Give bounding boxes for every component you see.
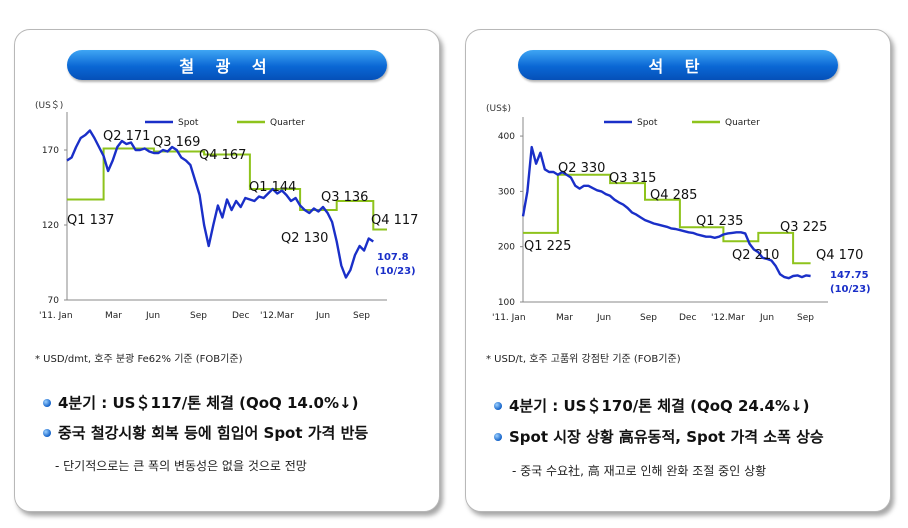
- iron-ore-bullet-1: 4분기 : US＄117/톤 체결 (QoQ 14.0%↓): [43, 392, 358, 413]
- quarter-price-line: [67, 147, 387, 231]
- x-tick-label: Jun: [145, 311, 160, 321]
- y-tick-label: 100: [498, 298, 515, 308]
- quarter-annotation: Q2 330: [558, 161, 605, 176]
- x-tick-label: '11. Jan: [39, 311, 73, 321]
- last-date-label: (10/23): [830, 284, 871, 295]
- coal-bullet-2: Spot 시장 상황 高유동적, Spot 가격 소폭 상승: [494, 426, 824, 447]
- quarter-annotation: Q3 315: [609, 171, 656, 186]
- spot-price-line: [521, 145, 811, 280]
- quarter-price-line: [523, 173, 811, 265]
- last-date-label: (10/23): [375, 266, 416, 277]
- x-tick-label: Mar: [105, 311, 122, 321]
- last-value-label: 147.75: [830, 270, 869, 281]
- coal-panel: 석 탄 (US$) 100 200 300 400 '11. Jan Mar Jun Sep De…: [465, 29, 891, 512]
- iron-ore-panel: 철 광 석 (US＄) 70 120 170 '11. Jan Mar Jun Sep Dec '…: [14, 29, 440, 512]
- bullet-dot-icon: [494, 401, 502, 410]
- bullet-dot-icon: [43, 398, 51, 407]
- x-tick-label: Sep: [190, 311, 207, 321]
- legend-quarter-label: Quarter: [270, 118, 305, 128]
- iron-ore-bullet-2-text: 중국 철강시황 회복 등에 힘입어 Spot 가격 반등: [58, 424, 369, 442]
- y-unit-label: (US$): [486, 104, 511, 114]
- quarter-annotation: Q4 117: [371, 213, 418, 228]
- x-tick-label: '11. Jan: [492, 313, 526, 323]
- x-tick-label: Sep: [640, 313, 657, 323]
- coal-bullet-1: 4분기 : US＄170/톤 체결 (QoQ 24.4%↓): [494, 395, 809, 416]
- iron-ore-subnote: - 단기적으로는 큰 폭의 변동성은 없을 것으로 전망: [55, 459, 307, 473]
- coal-note: * USD/t, 호주 고품위 강점탄 기준 (FOB기준): [486, 354, 681, 365]
- quarter-annotation: Q1 225: [524, 239, 571, 254]
- iron-ore-bullet-2: 중국 철강시황 회복 등에 힘입어 Spot 가격 반등: [43, 422, 368, 443]
- y-tick-label: 400: [498, 132, 515, 142]
- x-tick-label: Sep: [353, 311, 370, 321]
- bullet-dot-icon: [494, 432, 502, 441]
- x-tick-label: '12.Mar: [711, 313, 745, 323]
- quarter-annotation: Q1 235: [696, 214, 743, 229]
- x-tick-label: Sep: [797, 313, 814, 323]
- y-unit-label: (US＄): [35, 100, 63, 111]
- x-tick-label: Mar: [556, 313, 573, 323]
- coal-bullet-2-text: Spot 시장 상황 高유동적, Spot 가격 소폭 상승: [509, 428, 824, 446]
- coal-bullet-1-text: 4분기 : US＄170/톤 체결 (QoQ 24.4%↓): [509, 397, 810, 415]
- quarter-annotation: Q4 170: [816, 248, 863, 263]
- quarter-annotation: Q4 285: [650, 188, 697, 203]
- quarter-annotation: Q2 130: [281, 231, 328, 246]
- coal-title: 석 탄: [518, 50, 838, 80]
- coal-subnote: - 중국 수요社, 高 재고로 인해 완화 조절 중인 상황: [512, 464, 767, 478]
- y-tick-label: 300: [498, 187, 515, 197]
- x-tick-label: Jun: [315, 311, 330, 321]
- y-tick-label: 70: [48, 296, 60, 306]
- quarter-annotation: Q4 167: [199, 148, 246, 163]
- spot-price-line: [66, 129, 374, 279]
- x-tick-label: '12.Mar: [260, 311, 294, 321]
- x-tick-label: Jun: [759, 313, 774, 323]
- quarter-annotation: Q1 144: [249, 180, 296, 195]
- quarter-annotation: Q2 210: [732, 248, 779, 263]
- x-tick-label: Dec: [679, 313, 696, 323]
- x-tick-label: Dec: [232, 311, 249, 321]
- quarter-annotation: Q2 171: [103, 129, 150, 144]
- legend-spot-label: Spot: [178, 118, 199, 128]
- legend-quarter-label: Quarter: [725, 118, 760, 128]
- iron-ore-note: * USD/dmt, 호주 분광 Fe62% 기준 (FOB기준): [35, 354, 243, 365]
- y-tick-label: 170: [42, 146, 59, 156]
- quarter-annotation: Q3 136: [321, 190, 368, 205]
- bullet-dot-icon: [43, 428, 51, 437]
- iron-ore-chart: (US＄) 70 120 170 '11. Jan Mar Jun Sep Dec '12.Mar…: [35, 100, 418, 321]
- x-tick-label: Jun: [596, 313, 611, 323]
- quarter-annotation: Q3 169: [153, 135, 200, 150]
- iron-ore-bullet-1-text: 4분기 : US＄117/톤 체결 (QoQ 14.0%↓): [58, 394, 359, 412]
- y-tick-label: 200: [498, 243, 515, 253]
- coal-chart: (US$) 100 200 300 400 '11. Jan Mar Jun Sep Dec '12…: [486, 104, 871, 323]
- last-value-label: 107.8: [377, 252, 409, 263]
- quarter-annotation: Q1 137: [67, 213, 114, 228]
- legend-spot-label: Spot: [637, 118, 658, 128]
- quarter-annotation: Q3 225: [780, 220, 827, 235]
- iron-ore-title: 철 광 석: [67, 50, 387, 80]
- y-tick-label: 120: [42, 221, 59, 231]
